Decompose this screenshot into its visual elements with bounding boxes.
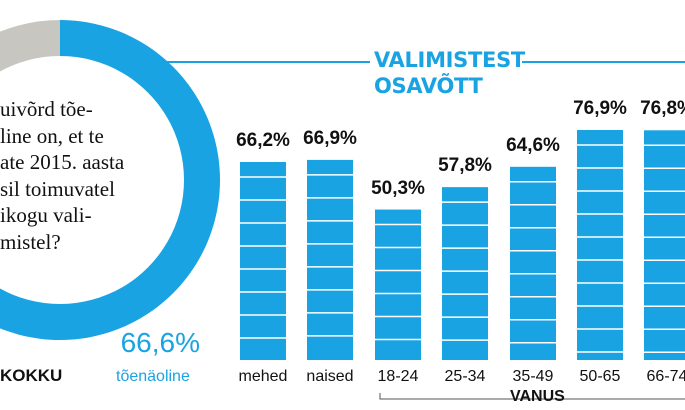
bar-66-74 xyxy=(644,130,685,360)
donut-chart xyxy=(0,20,220,340)
bar-category-label: 35-49 xyxy=(512,368,554,385)
bar-25-34 xyxy=(442,187,488,360)
bar-category-label: 50-65 xyxy=(579,368,621,385)
chart-title-line-1: VALIMISTEST xyxy=(374,48,525,72)
total-percentage: 66,6% xyxy=(120,327,200,358)
question-line: mistel? xyxy=(0,229,61,254)
age-axis-label: VANUS xyxy=(510,388,565,405)
donut-slice-likely xyxy=(0,20,220,340)
bar-50-65 xyxy=(577,130,623,360)
bar-value-label: 64,6% xyxy=(506,134,560,156)
total-label: KOKKU xyxy=(0,366,63,385)
bar-value-label: 66,2% xyxy=(236,130,290,151)
bar-35-49 xyxy=(510,166,556,360)
bar-value-label: 57,8% xyxy=(438,155,492,177)
chart-title-line-2: OSAVÕTT xyxy=(374,74,483,98)
bar-category-label: 25-34 xyxy=(444,368,486,385)
bar-naised xyxy=(307,159,353,360)
bar-mehed xyxy=(240,162,286,360)
question-line: ate 2015. aasta xyxy=(0,150,125,174)
bar-value-label: 50,3% xyxy=(371,177,425,199)
bar-value-label: 76,8% xyxy=(640,98,685,120)
question-line: ikogu vali- xyxy=(0,203,92,227)
donut-slice-other xyxy=(0,20,60,72)
bar-18-24 xyxy=(375,209,421,360)
total-sub-label: tõenäoline xyxy=(116,368,190,385)
vanus-bracket xyxy=(379,393,685,400)
bar-category-label: 18-24 xyxy=(377,368,419,385)
bar-value-label: 66,9% xyxy=(303,127,357,149)
question-line: uivõrd tõe- xyxy=(0,97,93,121)
survey-question: uivõrd tõe- line on, et te ate 2015. aas… xyxy=(0,96,200,255)
bar-category-label: 66-74 xyxy=(646,368,685,385)
bar-category-label: mehed xyxy=(238,368,288,385)
bar-category-label: naised xyxy=(306,368,354,385)
question-line: line on, et te xyxy=(0,123,104,148)
question-line: sil toimuvatel xyxy=(0,176,115,201)
bar-chart xyxy=(240,130,685,360)
bar-value-label: 76,9% xyxy=(573,98,627,119)
